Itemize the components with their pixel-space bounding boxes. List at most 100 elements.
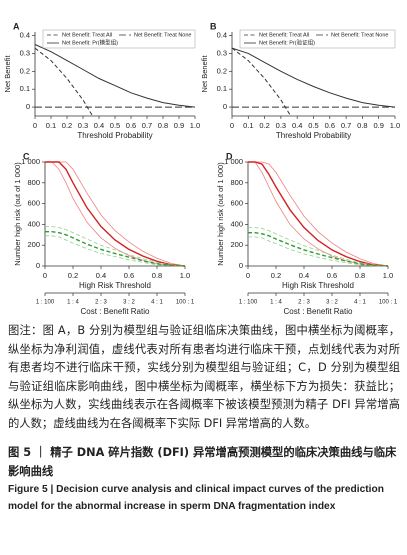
series-line: [248, 227, 389, 267]
x-tick-label: 0: [246, 271, 250, 280]
series-line: [231, 47, 396, 108]
x-tick-label: 1.0: [180, 271, 190, 280]
x-tick-label: 0.2: [62, 121, 72, 130]
cost-benefit-tick-label: 100 : 1: [176, 300, 195, 306]
cost-benefit-tick-label: 1 : 100: [239, 300, 258, 306]
y-tick-label: 0.4: [217, 31, 227, 40]
series-line: [45, 161, 186, 267]
legend-label: Net Benefit: Pr(模型组): [62, 38, 118, 46]
cost-benefit-tick-label: 3 : 2: [123, 300, 135, 306]
x-tick-label: 0.5: [110, 121, 120, 130]
legend-label: Net Benefit: Treat All: [62, 32, 112, 38]
panel-label: C: [23, 151, 30, 161]
figure-title-cn: 图 5 ｜ 精子 DNA 碎片指数 (DFI) 异常增高预测模型的临床决策曲线与…: [8, 446, 397, 478]
x-tick-label: 0.7: [341, 121, 351, 130]
y-tick-label: 600: [230, 199, 243, 208]
x-axis-label: High Risk Threshold: [282, 281, 354, 290]
y-tick-label: 0: [223, 102, 227, 111]
legend-label: Net Benefit: Treat None: [331, 32, 388, 38]
y-tick-label: 0.1: [20, 84, 30, 93]
legend-label: Net Benefit: Pr(验证组): [259, 38, 315, 46]
series-line: [248, 232, 389, 267]
x-tick-label: 0: [43, 271, 47, 280]
cost-benefit-tick-label: 4 : 1: [354, 300, 366, 306]
y-tick-label: 0: [26, 102, 30, 111]
y-tick-label: 200: [230, 240, 243, 249]
y-tick-label: 0: [36, 261, 40, 270]
x-tick-label: 0.1: [243, 121, 253, 130]
x-tick-label: 0.6: [327, 271, 337, 280]
x-tick-label: 0.8: [357, 121, 367, 130]
x-tick-label: 0.6: [124, 271, 134, 280]
series-line: [248, 236, 389, 267]
y-tick-label: 400: [27, 219, 40, 228]
cost-benefit-tick-label: 1 : 100: [36, 300, 55, 306]
cost-benefit-tick-label: 100 : 1: [379, 300, 398, 306]
figure: 0 0.1 0.2 0.3 0.4 0.5 0.6 0.7 0.8 0.9 1.0 0 0.1 0.2 0.…: [3, 21, 400, 316]
x-axis-label: Threshold Probability: [276, 131, 351, 140]
y-tick-label: 800: [27, 178, 40, 187]
x-tick-label: 1.0: [383, 271, 393, 280]
figure-note: 图注：图 A，B 分别为模型组与验证组临床决策曲线，图中横坐标为阈概率，纵坐标为…: [8, 324, 400, 430]
x-tick-label: 0.5: [308, 121, 318, 130]
series-line: [45, 226, 186, 267]
legend-label: Net Benefit: Treat All: [259, 32, 309, 38]
cost-benefit-tick-label: 4 : 1: [151, 300, 163, 306]
x-axis-label: Threshold Probability: [77, 131, 152, 140]
cost-benefit-tick-label: 2 : 3: [298, 300, 310, 306]
y-tick-label: 200: [27, 240, 40, 249]
y-tick-label: 0.2: [217, 66, 227, 75]
x-tick-label: 0.4: [292, 121, 302, 130]
x-tick-label: 1.0: [390, 121, 400, 130]
y-tick-label: 0.2: [20, 66, 30, 75]
x-tick-label: 0.2: [259, 121, 269, 130]
series-line: [45, 161, 186, 267]
y-axis-label: Number high risk (out of 1 000): [216, 162, 225, 266]
panel-label: B: [210, 21, 217, 31]
figure-title-en: Figure 5 | Decision curve analysis and c…: [8, 484, 384, 512]
x-tick-label: 0.4: [94, 121, 104, 130]
y-tick-label: 1 000: [224, 157, 243, 166]
legend-label: Net Benefit: Treat None: [134, 32, 191, 38]
x-tick-label: 0.4: [299, 271, 309, 280]
y-tick-label: 0.1: [217, 84, 227, 93]
x-tick-label: 0.6: [126, 121, 136, 130]
y-tick-label: 0.3: [20, 48, 30, 57]
cost-benefit-label: Cost : Benefit Ratio: [284, 307, 353, 316]
series-line: [45, 235, 186, 267]
cost-benefit-label: Cost : Benefit Ratio: [81, 307, 150, 316]
y-tick-label: 600: [27, 199, 40, 208]
cost-benefit-tick-label: 1 : 4: [270, 300, 282, 306]
series-line: [45, 161, 186, 267]
x-tick-label: 0.9: [174, 121, 184, 130]
y-axis-label: Net Benefit: [3, 55, 12, 93]
y-axis-label: Number high risk (out of 1 000): [13, 162, 22, 266]
x-tick-label: 0.8: [158, 121, 168, 130]
x-tick-label: 0.2: [271, 271, 281, 280]
series-line: [248, 161, 389, 267]
x-tick-label: 0.1: [46, 121, 56, 130]
x-tick-label: 0.4: [96, 271, 106, 280]
x-tick-label: 0.3: [78, 121, 88, 130]
series-line: [248, 161, 389, 267]
x-tick-label: 0.7: [142, 121, 152, 130]
panel-label: D: [226, 151, 233, 161]
y-tick-label: 400: [230, 219, 243, 228]
y-tick-label: 0: [239, 261, 243, 270]
y-tick-label: 800: [230, 178, 243, 187]
y-tick-label: 1 000: [21, 157, 40, 166]
x-tick-label: 0.3: [276, 121, 286, 130]
x-tick-label: 1.0: [190, 121, 200, 130]
series-line: [34, 47, 94, 117]
x-tick-label: 0.8: [152, 271, 162, 280]
y-tick-label: 0.3: [217, 48, 227, 57]
cost-benefit-tick-label: 3 : 2: [326, 300, 338, 306]
cost-benefit-tick-label: 1 : 4: [67, 300, 79, 306]
x-tick-label: 0.8: [355, 271, 365, 280]
x-tick-label: 0.9: [373, 121, 383, 130]
series-line: [231, 47, 292, 117]
series-line: [248, 161, 389, 267]
y-axis-label: Net Benefit: [200, 55, 209, 93]
series-line: [45, 231, 186, 267]
